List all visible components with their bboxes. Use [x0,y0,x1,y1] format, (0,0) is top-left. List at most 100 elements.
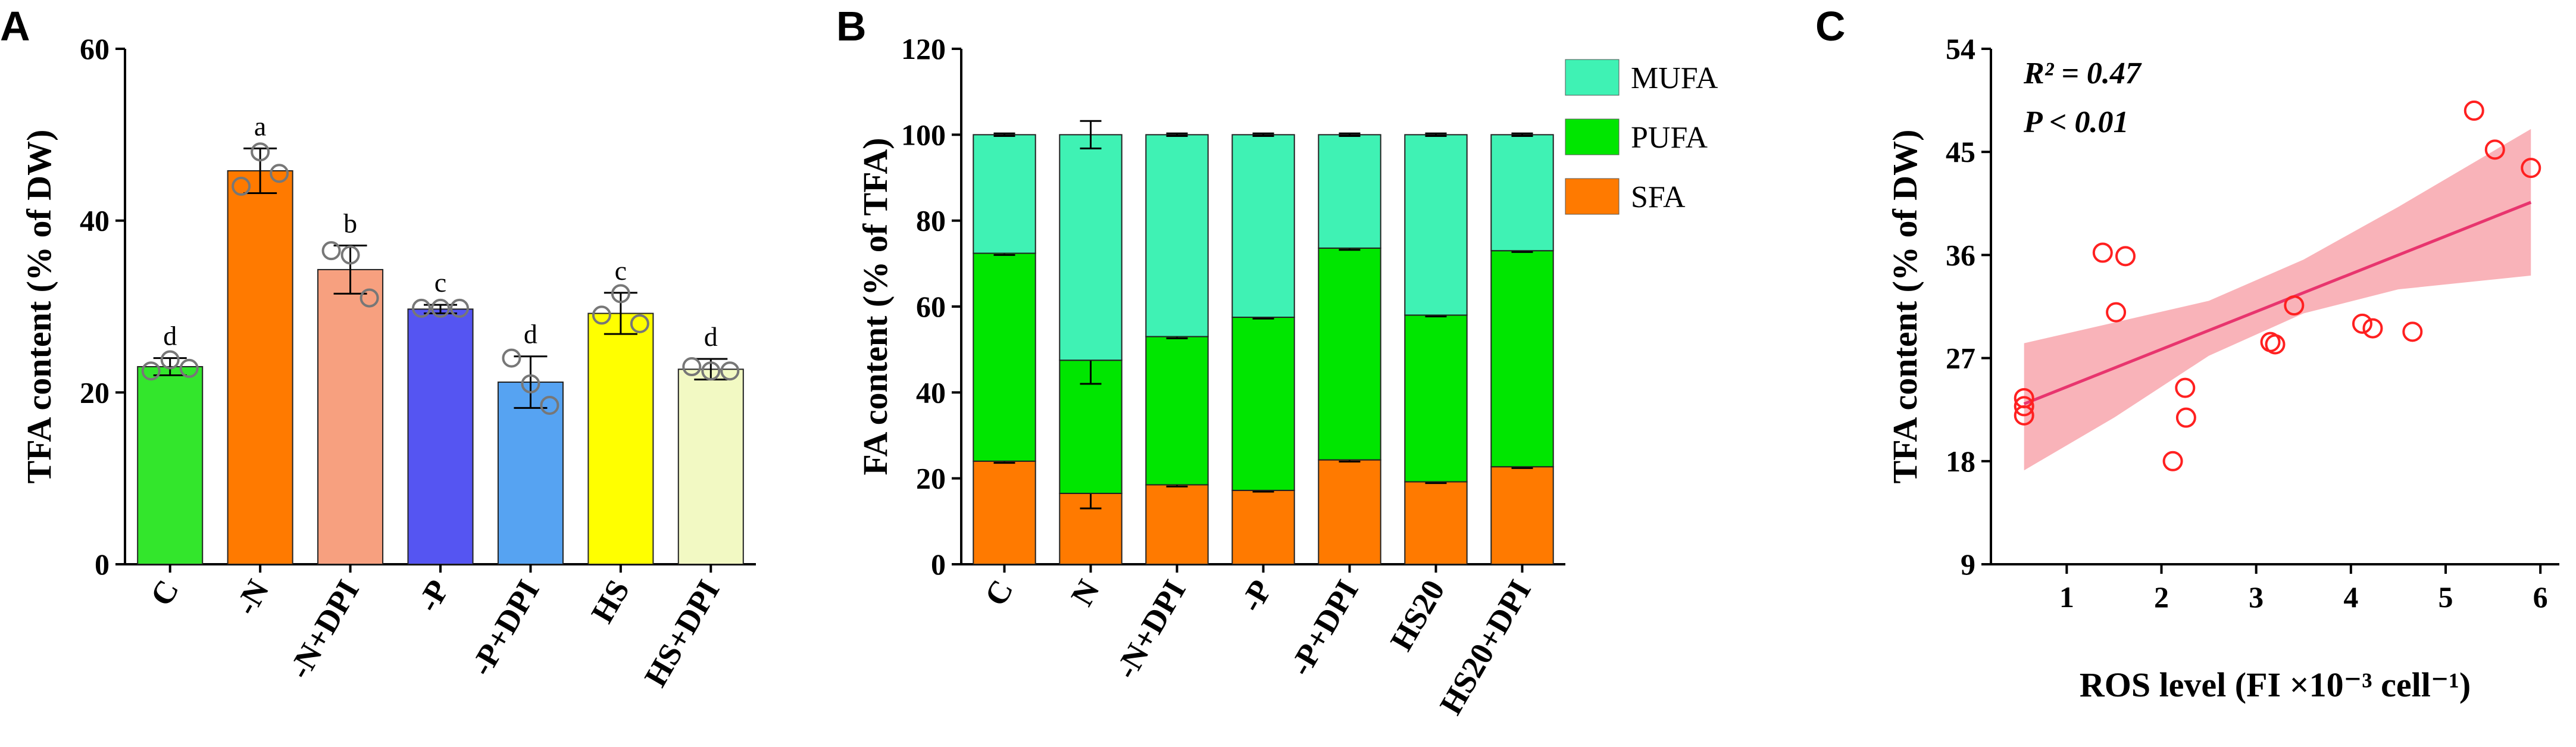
chart-a-y-tick-label: 60 [80,32,110,65]
stacked-bar-sfa-p-dpi [1318,459,1381,565]
stacked-bar-mufa-n-dpi [1145,134,1209,337]
data-point-p [431,298,450,318]
scatter-point [2352,313,2372,334]
category-label-n: N [1064,574,1106,612]
data-point-c [160,350,180,370]
scatter-point [2014,396,2034,417]
chart-a-y-tick-label: 20 [80,376,110,409]
stacked-bar-mufa-c [973,134,1036,254]
data-point-c [141,361,161,381]
legend-label-mufa: MUFA [1631,61,1718,95]
bar-p [407,308,474,565]
data-point-hs-dpi [720,361,740,381]
chart-a-y-axis-title: TFA content (% of DW) [20,130,58,484]
stacked-bar-pufa-n-dpi [1145,336,1209,486]
chart-a-y-tick-label: 40 [80,204,110,237]
p-value-label: P < 0.01 [2023,105,2128,139]
data-point-c [179,358,199,378]
chart-c-y-tick-label: 27 [1946,342,1975,375]
chart-c-y-tick-label: 54 [1946,32,1975,65]
category-label-p-dpi: -P+DPI [1283,574,1365,682]
data-point-hs [611,284,630,304]
chart-b-y-tick-label: 0 [931,548,946,581]
data-point-hs-dpi [682,357,702,377]
category-label-p-dpi: -P+DPI [463,574,546,682]
stacked-bar-mufa-p-dpi [1318,134,1381,249]
chart-a-tfa-content: 0 20 40 60 TFA content (% of DW) d Ca -N b -N+DPI… [20,32,756,693]
stacked-bar-sfa-hs20 [1404,481,1468,565]
chart-c-x-tick-label: 1 [2059,580,2074,614]
scatter-point [2362,318,2383,339]
confidence-band [2024,129,2531,471]
stacked-bar-sfa-c [973,460,1036,565]
chart-c-x-tick-label: 4 [2343,580,2358,614]
r-squared-label: R² = 0.47 [2023,57,2142,90]
scatter-point [2175,377,2196,398]
panel-letter-c: C [1815,3,1846,49]
scatter-point [2162,451,2183,471]
bar-hs [587,312,654,565]
bar-p-dpi [497,382,564,565]
data-point-p-dpi [502,348,521,368]
scatter-point [2106,302,2127,323]
data-point-hs [630,314,649,333]
significance-letter-c: d [163,321,177,351]
category-label-c: C [977,574,1020,612]
stacked-bar-mufa-hs20-dpi [1490,134,1554,252]
category-label-hs-dpi: HS+DPI [637,574,727,693]
data-point-n [251,142,270,162]
chart-b-legend: MUFA PUFA SFA [1565,59,1718,215]
category-label-p: -P [1233,574,1278,618]
scatter-point [2014,405,2034,426]
data-point-n-dpi [321,241,341,261]
stacked-bar-sfa-p [1231,489,1295,565]
data-point-hs [592,305,611,325]
panel-letter-b: B [836,3,867,49]
significance-letter-n-dpi: b [343,208,357,239]
data-point-hs-dpi [701,361,721,381]
scatter-point [2092,242,2113,263]
scatter-point [2521,158,2541,179]
regression-stats: R² = 0.47 P < 0.01 [2023,57,2142,139]
chart-b-y-tick-label: 60 [916,290,946,323]
category-label-n-dpi: -N+DPI [1108,574,1193,685]
chart-a-y-tick-label: 0 [95,548,110,581]
scatter-point [2265,334,2286,355]
data-point-n-dpi [340,245,360,265]
chart-c-x-tick-label: 2 [2154,580,2169,614]
chart-c-y-tick-label: 45 [1946,135,1975,168]
data-point-p-dpi [540,395,559,415]
chart-c-x-axis-title: ROS level (FI ×10⁻³ cell⁻¹) [2080,665,2471,704]
stacked-bar-sfa-n-dpi [1145,484,1209,565]
significance-letter-p-dpi: d [524,319,537,349]
stacked-bar-pufa-p [1231,317,1295,491]
scatter-point [2464,100,2484,121]
chart-c-y-tick-label: 9 [1961,548,1975,581]
stacked-bar-pufa-hs20 [1404,314,1468,483]
chart-c-x-tick-label: 6 [2533,580,2548,614]
chart-c-y-tick-label: 18 [1946,445,1975,478]
legend-swatch-sfa [1565,178,1620,215]
data-point-n-dpi [359,288,379,308]
chart-b-fa-composition: 0 20 40 60 80 100 120 FA content (% of TFA) C N -N… [856,32,1718,720]
data-point-n [232,176,251,196]
legend-swatch-pufa [1565,118,1620,155]
scatter-point [2402,321,2423,342]
regression-line [2023,201,2532,405]
significance-letter-hs: c [615,255,627,286]
chart-b-y-tick-label: 120 [901,32,946,65]
stacked-bar-pufa-hs20-dpi [1490,250,1554,468]
legend-label-sfa: SFA [1631,180,1686,214]
chart-b-y-axis-title: FA content (% of TFA) [856,137,895,475]
category-label-c: C [143,574,186,612]
data-point-p [450,298,469,318]
bar-c [137,366,204,565]
stacked-bar-sfa-hs20-dpi [1490,466,1554,565]
bar-n-dpi [317,268,384,565]
significance-letter-n: a [254,111,266,141]
category-label-n: -N [228,574,276,621]
stacked-bar-mufa-p [1231,134,1295,318]
chart-b-y-tick-label: 100 [901,118,946,151]
category-label-p: -P [410,574,456,618]
